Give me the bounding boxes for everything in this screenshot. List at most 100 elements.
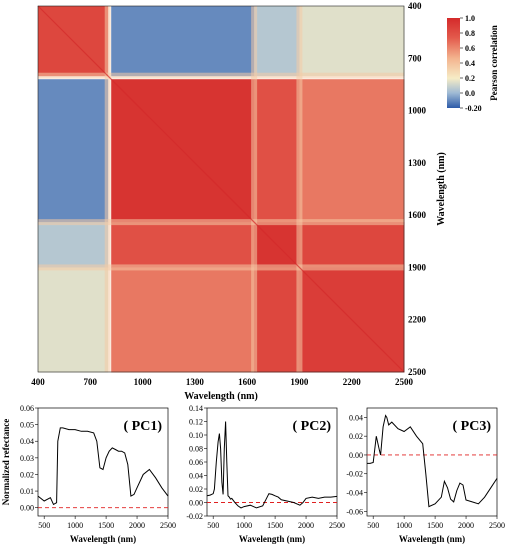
pc2-x-tick-500: 500	[207, 521, 219, 530]
heatmap-x-tick-1900: 1900	[290, 377, 309, 387]
pc3-x-tick-2500: 2500	[489, 521, 505, 530]
pc3-x-tick-2000: 2000	[458, 521, 474, 530]
pc1-y-tick-0.05: 0.05	[20, 421, 34, 430]
heatmap-cell-C-B	[111, 222, 255, 268]
heatmap-cell-B-D	[299, 79, 405, 223]
pc2-x-axis-label: Wavelength (nm)	[239, 534, 305, 544]
pc2-y-tick-0.06: 0.06	[189, 458, 203, 467]
pc3-y-tick-0.00: 0.00	[349, 451, 363, 460]
heatmap-y-tick-400: 400	[408, 1, 422, 11]
heatmap-diagonal	[37, 5, 405, 373]
colorbar-tick-0.8: 0.8	[465, 29, 475, 38]
heatmap-cell-D-C	[254, 267, 300, 373]
pc1-y-tick-0.03: 0.03	[20, 454, 34, 463]
heatmap-band-v-1	[251, 6, 258, 372]
pc1-x-tick-1500: 1500	[98, 521, 114, 530]
pc1-y-tick-0.01: 0.01	[20, 487, 34, 496]
colorbar-label: Pearson correlation	[489, 25, 499, 101]
heatmap-x-tick-1600: 1600	[238, 377, 257, 387]
pc1-title: ( PC1)	[124, 419, 163, 434]
heatmap-cell-A-B	[111, 6, 255, 77]
pc1-x-tick-500: 500	[38, 521, 50, 530]
pc3-series-line	[367, 414, 498, 508]
colorbar-tick-0.6: 0.6	[465, 44, 475, 53]
heatmap-x-tick-400: 400	[31, 377, 45, 387]
heatmap-band-h-2	[38, 264, 404, 271]
pc1-y-tick-0.04: 0.04	[20, 437, 34, 446]
colorbar-tick--0.20: -0.20	[465, 104, 482, 113]
heatmap-y-tick-1900: 1900	[408, 262, 427, 272]
colorbar: 1.0 0.8 0.6 0.4 0.2 0.0 -0.20 Pearson correlat…	[447, 14, 499, 113]
heatmap-x-tick-1000: 1000	[134, 377, 153, 387]
heatmap-x-tick-1300: 1300	[186, 377, 205, 387]
correlation-heatmap: 400 700 1000 1300 1600 1900 2200 2500 400 700 100…	[31, 1, 447, 402]
pc2-y-tick-0.04: 0.04	[189, 472, 203, 481]
pc2-y-tick-0.14: 0.14	[189, 404, 203, 413]
pc3-x-tick-1000: 1000	[396, 521, 412, 530]
heatmap-frame	[37, 5, 405, 373]
pc1-y-tick-0.00: 0.00	[20, 504, 34, 513]
pc1-y-axis-label: Normalized refectance	[1, 419, 11, 506]
pc2-x-tick-1500: 1500	[267, 521, 283, 530]
heatmap-cell-D-B	[111, 267, 255, 373]
heatmap-band-v-0	[104, 6, 111, 372]
pc3-x-tick-500: 500	[367, 521, 379, 530]
heatmap-band-h-0	[38, 72, 404, 79]
heatmap-y-tick-2200: 2200	[408, 315, 427, 325]
pc2-y-tick-0.12: 0.12	[189, 418, 203, 427]
pc2-y-tick-0.00: 0.00	[189, 499, 203, 508]
pc2-series-line	[206, 421, 338, 509]
colorbar-gradient	[447, 18, 460, 108]
heatmap-cell-B-A	[38, 79, 109, 223]
colorbar-tick-0.2: 0.2	[465, 74, 475, 83]
heatmap-cell-A-C	[254, 6, 300, 77]
pc2-title: ( PC2)	[293, 419, 332, 434]
heatmap-x-tick-700: 700	[84, 377, 98, 387]
pc3-y-tick-0.02: 0.02	[349, 432, 363, 441]
heatmap-cell-C-A	[38, 222, 109, 268]
heatmap-y-tick-1600: 1600	[408, 210, 427, 220]
pc2-y-tick--0.02: -0.02	[186, 512, 203, 521]
pc1-x-axis-label: Wavelength (nm)	[70, 534, 136, 544]
pc1-y-tick-0.06: 0.06	[20, 404, 34, 413]
pc3-frame	[366, 407, 498, 517]
pc2-x-tick-2500: 2500	[329, 521, 345, 530]
heatmap-x-tick-labels: 400 700 1000 1300 1600 1900 2200 2500	[31, 377, 413, 387]
pc3-y-tick--0.06: -0.06	[346, 507, 363, 516]
pc1-series-line	[37, 427, 169, 506]
pc3-x-axis-label: Wavelength (nm)	[399, 534, 465, 544]
heatmap-cell-C-D	[299, 222, 405, 268]
pc3-y-tick--0.04: -0.04	[346, 489, 363, 498]
pc1-x-tick-2000: 2000	[129, 521, 145, 530]
heatmap-y-axis-label: Wavelength (nm)	[436, 152, 447, 226]
heatmap-y-tick-1300: 1300	[408, 158, 427, 168]
pc3-y-tick--0.02: -0.02	[346, 470, 363, 479]
heatmap-cell-D-A	[38, 267, 109, 373]
heatmap-band-v-2	[296, 6, 303, 372]
pc2-x-tick-2000: 2000	[298, 521, 314, 530]
colorbar-tick-labels: 1.0 0.8 0.6 0.4 0.2 0.0 -0.20	[460, 14, 482, 113]
pc2-y-tick-0.08: 0.08	[189, 445, 203, 454]
heatmap-y-tick-1000: 1000	[408, 106, 427, 116]
heatmap-band-h-1	[38, 219, 404, 226]
pc2-y-tick-0.10: 0.10	[189, 431, 203, 440]
heatmap-cells	[37, 5, 405, 373]
pc1-panel: 500 1000 1500 2000 2500 0.00 0.01 0.02 0.03 0.04 0…	[20, 404, 176, 544]
colorbar-tick-0.4: 0.4	[465, 59, 475, 68]
pc3-x-tick-1500: 1500	[427, 521, 443, 530]
pc3-y-tick-0.04: 0.04	[349, 413, 363, 422]
pc2-y-tick-0.02: 0.02	[189, 485, 203, 494]
colorbar-tick-0.0: 0.0	[465, 89, 475, 98]
heatmap-cell-A-D	[299, 6, 405, 77]
pc3-panel: 500 1000 1500 2000 2500 -0.06 -0.04 -0.02 0.00 0.…	[346, 407, 505, 544]
heatmap-x-tick-2500: 2500	[395, 377, 414, 387]
pc1-x-tick-1000: 1000	[67, 521, 83, 530]
pc1-frame	[37, 407, 169, 517]
heatmap-cell-B-C	[254, 79, 300, 223]
heatmap-y-tick-2500: 2500	[408, 367, 427, 377]
pc2-x-tick-1000: 1000	[236, 521, 252, 530]
colorbar-tick-1.0: 1.0	[465, 14, 475, 23]
heatmap-y-tick-labels: 400 700 1000 1300 1600 1900 2200 2500	[408, 1, 427, 377]
heatmap-x-tick-2200: 2200	[343, 377, 362, 387]
